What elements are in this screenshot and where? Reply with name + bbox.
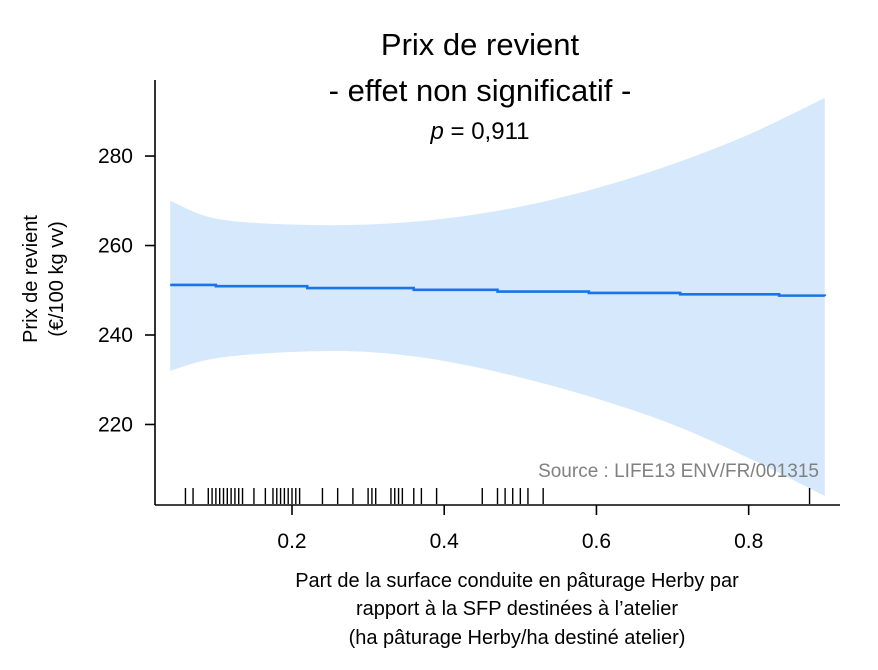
- x-tick-label: 0.4: [430, 530, 460, 553]
- y-axis-title-line-1: Prix de revient: [20, 215, 42, 343]
- x-axis-title-line-3: (ha pâturage Herby/ha destiné atelier): [349, 627, 686, 649]
- y-axis-title-line-2: (€/100 kg vv): [46, 221, 68, 337]
- chart-title-line-2: - effet non significatif -: [329, 73, 632, 108]
- fit-line-layer: [170, 283, 827, 297]
- axes: 220 240 260 280 0.2 0.4 0.6 0.8: [98, 80, 840, 553]
- confidence-band: [170, 97, 825, 497]
- source-annotation: Source : LIFE13 ENV/FR/001315: [538, 461, 819, 482]
- p-value-label: p = 0,911: [430, 118, 530, 145]
- x-tick-label: 0.8: [734, 530, 763, 553]
- chart-title-line-1: Prix de revient: [381, 27, 580, 62]
- p-value-text: = 0,911: [444, 118, 530, 145]
- rug-layer: [184, 488, 811, 504]
- x-tick-label: 0.6: [582, 530, 611, 553]
- x-axis-title-line-1: Part de la surface conduite en pâturage …: [295, 570, 739, 592]
- y-axis-title: Prix de revient (€/100 kg vv): [20, 215, 68, 343]
- x-axis-title-line-2: rapport à la SFP destinées à l’atelier: [356, 598, 678, 620]
- x-tick-label: 0.2: [277, 530, 306, 553]
- y-tick-label: 220: [98, 413, 133, 436]
- y-tick-label: 280: [98, 145, 133, 168]
- y-tick-label: 240: [98, 324, 133, 347]
- y-tick-label: 260: [98, 235, 133, 258]
- confidence-band-layer: [170, 97, 825, 497]
- p-value-symbol: p: [430, 118, 444, 145]
- fit-line: [170, 283, 827, 297]
